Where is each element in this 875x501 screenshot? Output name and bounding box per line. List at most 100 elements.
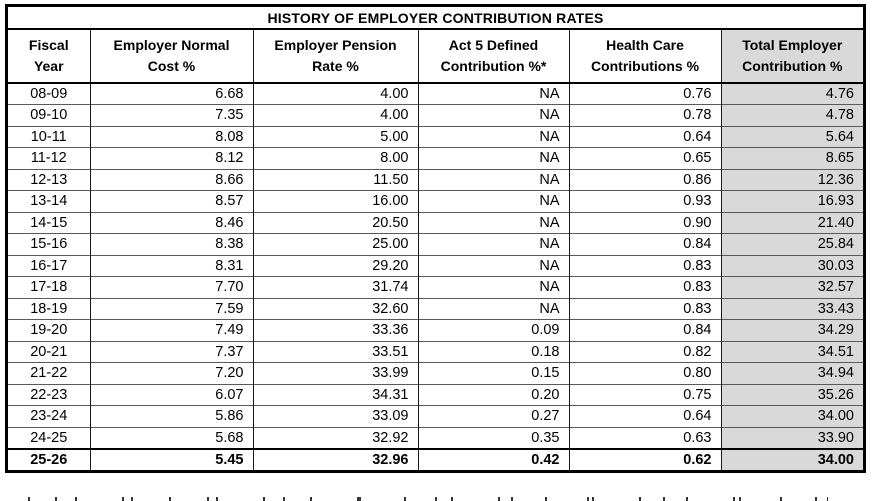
cell-employer-normal-cost: 8.08 bbox=[89, 125, 253, 148]
column-header-fiscal-year: Fiscal Year bbox=[8, 30, 90, 84]
cell-employer-pension-rate: 32.60 bbox=[252, 297, 418, 320]
cell-act5-defined-contribution: 0.15 bbox=[417, 362, 569, 384]
cell-total-employer-contribution: 21.40 bbox=[720, 211, 863, 234]
cell-employer-pension-rate: 34.31 bbox=[252, 383, 418, 406]
table-row: 24-25 5.68 32.92 0.35 0.63 33.90 bbox=[8, 426, 863, 449]
table-row: 19-20 7.49 33.36 0.09 0.84 34.29 bbox=[8, 319, 863, 341]
cell-employer-pension-rate: 11.50 bbox=[252, 168, 418, 191]
cell-act5-defined-contribution: NA bbox=[417, 82, 569, 105]
cell-health-care-contributions: 0.83 bbox=[568, 297, 721, 320]
cell-fiscal-year: 24-25 bbox=[8, 426, 90, 449]
cell-health-care-contributions: 0.62 bbox=[568, 447, 721, 470]
column-header-employer-normal-cost: Employer Normal Cost % bbox=[89, 30, 253, 84]
column-header-act5-defined-contribution: Act 5 Defined Contribution %* bbox=[417, 30, 569, 84]
cell-employer-pension-rate: 16.00 bbox=[252, 190, 418, 212]
cell-fiscal-year: 23-24 bbox=[8, 405, 90, 427]
table-row: 25-26 5.45 32.96 0.42 0.62 34.00 bbox=[8, 447, 863, 470]
table-header: Fiscal Year Employer Normal Cost % Employe… bbox=[8, 30, 863, 84]
cell-fiscal-year: 08-09 bbox=[8, 82, 90, 105]
cell-employer-pension-rate: 29.20 bbox=[252, 254, 418, 277]
cell-act5-defined-contribution: NA bbox=[417, 297, 569, 320]
table-row: 17-18 7.70 31.74 NA 0.83 32.57 bbox=[8, 276, 863, 298]
cell-employer-normal-cost: 8.46 bbox=[89, 211, 253, 234]
cell-employer-pension-rate: 5.00 bbox=[252, 125, 418, 148]
cell-act5-defined-contribution: NA bbox=[417, 147, 569, 169]
cell-act5-defined-contribution: 0.27 bbox=[417, 405, 569, 427]
table-row: 21-22 7.20 33.99 0.15 0.80 34.94 bbox=[8, 362, 863, 384]
cell-total-employer-contribution: 25.84 bbox=[720, 233, 863, 255]
cell-act5-defined-contribution: NA bbox=[417, 104, 569, 126]
cell-employer-normal-cost: 8.38 bbox=[89, 233, 253, 255]
table-row: 08-09 6.68 4.00 NA 0.76 4.76 bbox=[8, 82, 863, 105]
cell-act5-defined-contribution: 0.42 bbox=[417, 447, 569, 470]
table-row: 13-14 8.57 16.00 NA 0.93 16.93 bbox=[8, 190, 863, 212]
cell-total-employer-contribution: 12.36 bbox=[720, 168, 863, 191]
cell-act5-defined-contribution: 0.20 bbox=[417, 383, 569, 406]
table-row: 09-10 7.35 4.00 NA 0.78 4.78 bbox=[8, 104, 863, 126]
cell-health-care-contributions: 0.64 bbox=[568, 125, 721, 148]
cell-fiscal-year: 19-20 bbox=[8, 319, 90, 341]
cell-health-care-contributions: 0.63 bbox=[568, 426, 721, 449]
cell-employer-normal-cost: 5.68 bbox=[89, 426, 253, 449]
cell-employer-normal-cost: 7.37 bbox=[89, 340, 253, 363]
cell-total-employer-contribution: 33.90 bbox=[720, 426, 863, 449]
cell-fiscal-year: 09-10 bbox=[8, 104, 90, 126]
cell-employer-pension-rate: 25.00 bbox=[252, 233, 418, 255]
cell-act5-defined-contribution: NA bbox=[417, 190, 569, 212]
cell-employer-normal-cost: 5.45 bbox=[89, 447, 253, 470]
cell-act5-defined-contribution: NA bbox=[417, 254, 569, 277]
cell-employer-pension-rate: 4.00 bbox=[252, 104, 418, 126]
table-row: 11-12 8.12 8.00 NA 0.65 8.65 bbox=[8, 147, 863, 169]
cell-fiscal-year: 17-18 bbox=[8, 276, 90, 298]
cell-fiscal-year: 21-22 bbox=[8, 362, 90, 384]
cell-total-employer-contribution: 8.65 bbox=[720, 147, 863, 169]
cell-total-employer-contribution: 16.93 bbox=[720, 190, 863, 212]
cell-fiscal-year: 13-14 bbox=[8, 190, 90, 212]
cell-employer-normal-cost: 8.66 bbox=[89, 168, 253, 191]
cell-employer-normal-cost: 7.70 bbox=[89, 276, 253, 298]
cell-employer-normal-cost: 8.12 bbox=[89, 147, 253, 169]
cell-health-care-contributions: 0.82 bbox=[568, 340, 721, 363]
cell-fiscal-year: 15-16 bbox=[8, 233, 90, 255]
cell-employer-normal-cost: 6.07 bbox=[89, 383, 253, 406]
table-row: 23-24 5.86 33.09 0.27 0.64 34.00 bbox=[8, 405, 863, 427]
cell-total-employer-contribution: 30.03 bbox=[720, 254, 863, 277]
cell-fiscal-year: 20-21 bbox=[8, 340, 90, 363]
cell-act5-defined-contribution: 0.09 bbox=[417, 319, 569, 341]
cell-health-care-contributions: 0.83 bbox=[568, 276, 721, 298]
cell-employer-normal-cost: 7.20 bbox=[89, 362, 253, 384]
cell-employer-normal-cost: 5.86 bbox=[89, 405, 253, 427]
cell-health-care-contributions: 0.64 bbox=[568, 405, 721, 427]
table-row: 12-13 8.66 11.50 NA 0.86 12.36 bbox=[8, 168, 863, 191]
cell-employer-pension-rate: 31.74 bbox=[252, 276, 418, 298]
cell-total-employer-contribution: 35.26 bbox=[720, 383, 863, 406]
cell-total-employer-contribution: 32.57 bbox=[720, 276, 863, 298]
table-body: 08-09 6.68 4.00 NA 0.76 4.76 09-10 7.35 4.00 NA 0.… bbox=[8, 82, 863, 470]
table-row: 10-11 8.08 5.00 NA 0.64 5.64 bbox=[8, 125, 863, 148]
cell-act5-defined-contribution: 0.35 bbox=[417, 426, 569, 449]
cell-total-employer-contribution: 34.51 bbox=[720, 340, 863, 363]
cell-health-care-contributions: 0.86 bbox=[568, 168, 721, 191]
cell-employer-pension-rate: 33.51 bbox=[252, 340, 418, 363]
cell-employer-pension-rate: 20.50 bbox=[252, 211, 418, 234]
cell-health-care-contributions: 0.75 bbox=[568, 383, 721, 406]
table-row: 18-19 7.59 32.60 NA 0.83 33.43 bbox=[8, 297, 863, 320]
cell-fiscal-year: 22-23 bbox=[8, 383, 90, 406]
table-row: 22-23 6.07 34.31 0.20 0.75 35.26 bbox=[8, 383, 863, 406]
cell-employer-pension-rate: 8.00 bbox=[252, 147, 418, 169]
cell-employer-pension-rate: 32.96 bbox=[252, 447, 418, 470]
cell-act5-defined-contribution: NA bbox=[417, 233, 569, 255]
table-row: 15-16 8.38 25.00 NA 0.84 25.84 bbox=[8, 233, 863, 255]
cell-total-employer-contribution: 4.76 bbox=[720, 82, 863, 105]
rates-table: Fiscal Year Employer Normal Cost % Employe… bbox=[8, 30, 863, 470]
cell-total-employer-contribution: 34.00 bbox=[720, 405, 863, 427]
cell-health-care-contributions: 0.84 bbox=[568, 319, 721, 341]
cell-health-care-contributions: 0.90 bbox=[568, 211, 721, 234]
cell-fiscal-year: 12-13 bbox=[8, 168, 90, 191]
cell-fiscal-year: 25-26 bbox=[8, 447, 90, 470]
cell-fiscal-year: 10-11 bbox=[8, 125, 90, 148]
cell-act5-defined-contribution: NA bbox=[417, 168, 569, 191]
cell-total-employer-contribution: 34.94 bbox=[720, 362, 863, 384]
cell-employer-pension-rate: 33.99 bbox=[252, 362, 418, 384]
cell-health-care-contributions: 0.78 bbox=[568, 104, 721, 126]
